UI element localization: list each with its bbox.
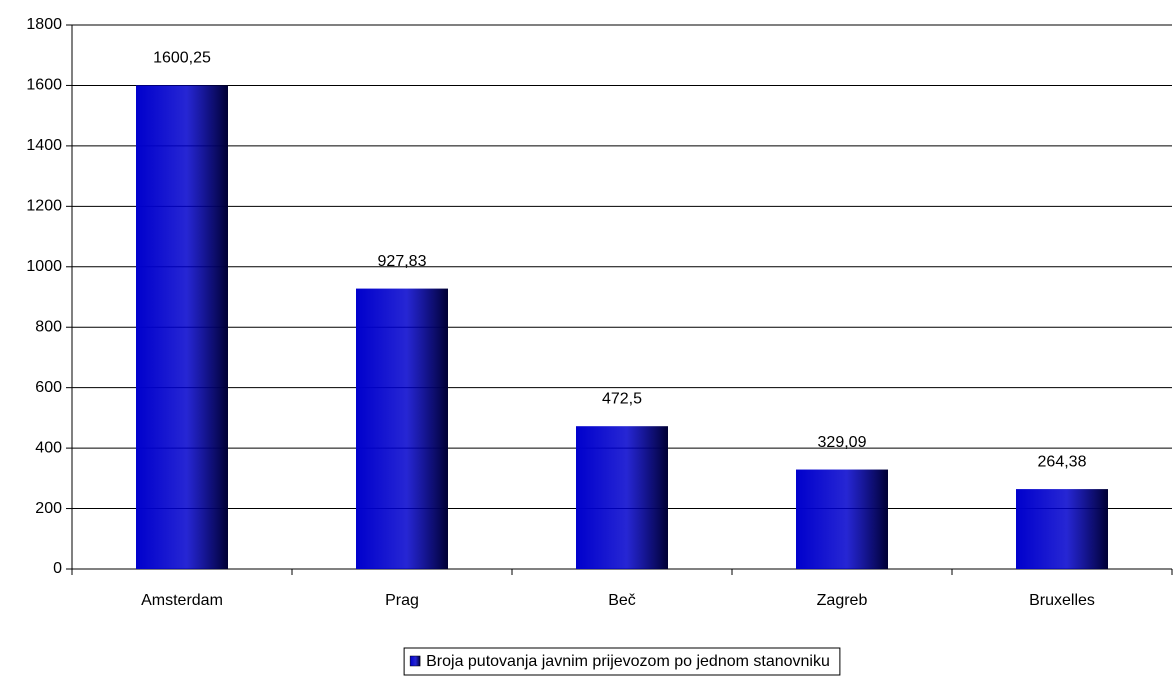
value-label: 329,09 (818, 434, 867, 451)
x-tick-label: Bruxelles (1029, 592, 1095, 609)
value-label: 472,5 (602, 390, 642, 407)
value-label: 1600,25 (153, 50, 211, 67)
legend-box (403, 647, 841, 676)
y-tick-label: 1600 (26, 77, 62, 94)
bar (1016, 489, 1108, 569)
bar (136, 85, 228, 569)
y-tick-label: 1800 (26, 16, 62, 33)
y-tick-label: 1400 (26, 137, 62, 154)
y-tick-label: 1200 (26, 198, 62, 215)
value-label: 264,38 (1038, 453, 1087, 470)
x-tick-label: Prag (385, 592, 419, 609)
bar (356, 288, 448, 569)
y-tick-label: 0 (53, 560, 62, 577)
bar (576, 426, 668, 569)
y-tick-label: 600 (35, 379, 62, 396)
y-tick-label: 1000 (26, 258, 62, 275)
x-tick-label: Amsterdam (141, 592, 223, 609)
x-tick-label: Zagreb (817, 592, 868, 609)
y-tick-label: 800 (35, 318, 62, 335)
y-tick-label: 200 (35, 500, 62, 517)
bar (796, 469, 888, 569)
legend-swatch (409, 655, 421, 667)
legend: Broja putovanja javnim prijevozom po jed… (403, 647, 841, 676)
x-tick-label: Beč (608, 592, 636, 609)
legend-label: Broja putovanja javnim prijevozom po jed… (426, 653, 830, 670)
value-label: 927,83 (378, 253, 427, 270)
y-tick-label: 400 (35, 439, 62, 456)
